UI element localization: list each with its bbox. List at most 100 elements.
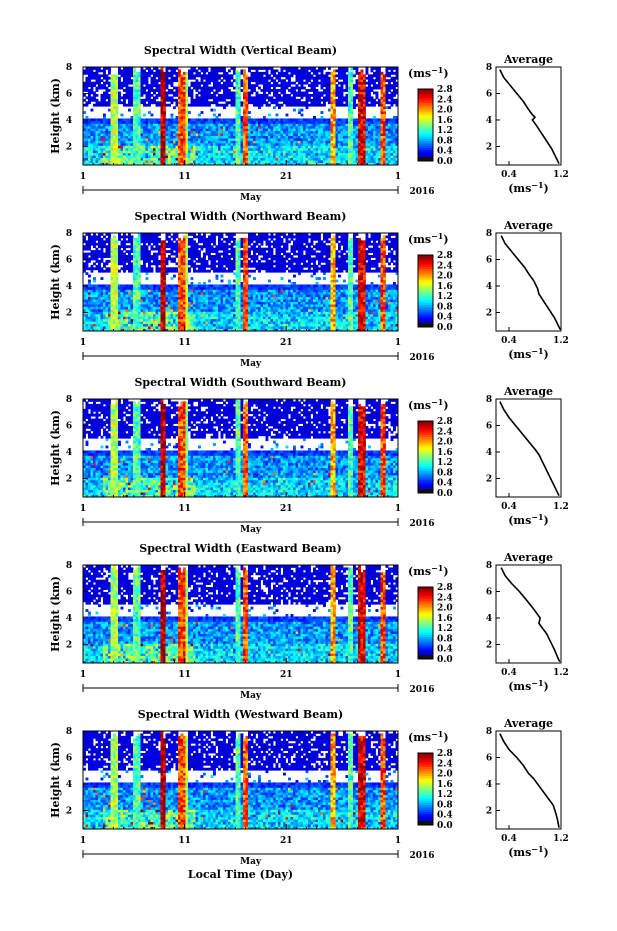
panel-title: Spectral Width (Eastward Beam) xyxy=(139,542,341,555)
colorbar-segment xyxy=(418,466,433,469)
x-tick-label: 11 xyxy=(178,338,191,348)
colorbar-segment xyxy=(418,593,433,597)
unit-base: (ms xyxy=(408,565,431,578)
profile-y-tick-label: 2 xyxy=(486,640,492,650)
colorbar-tick-label: 1.2 xyxy=(437,292,453,302)
colorbar-segment xyxy=(418,643,433,646)
colorbar-segment xyxy=(418,293,433,296)
average-profile: Average 2 4 6 8 0.4 1.2 (ms−1) xyxy=(486,53,569,195)
colorbar-segment xyxy=(418,598,433,601)
colorbar-segment xyxy=(418,275,433,278)
profile-y-tick-label: 6 xyxy=(486,587,492,597)
profile-x-tick-label: 0.4 xyxy=(501,668,517,678)
colorbar-segment xyxy=(418,798,433,801)
colorbar: 0.00.40.81.21.62.02.42.8 (ms−1) xyxy=(408,231,453,333)
colorbar-segment xyxy=(418,614,433,617)
profile-title: Average xyxy=(503,385,553,398)
colorbar-frame xyxy=(417,88,434,162)
heatmap-frame xyxy=(82,66,399,166)
colorbar-segment xyxy=(418,436,433,440)
unit-close: ) xyxy=(544,680,549,693)
colorbar-segment xyxy=(418,784,433,788)
colorbar-unit: (ms−1) xyxy=(408,729,449,744)
unit-exponent: −1 xyxy=(531,512,543,522)
y-axis-label: Height (km) xyxy=(49,742,62,818)
colorbar: 0.00.40.81.21.62.02.42.8 (ms−1) xyxy=(408,729,453,831)
colorbar-segment xyxy=(418,309,433,312)
y-tick-label: 6 xyxy=(66,753,72,763)
colorbar-unit: (ms−1) xyxy=(408,563,449,578)
y-axis-label: Height (km) xyxy=(49,78,62,154)
colorbar-tick-label: 2.0 xyxy=(437,272,453,282)
profile-y-tick-label: 4 xyxy=(486,614,492,624)
average-profile-line xyxy=(499,733,560,828)
colorbar-tick-label: 0.0 xyxy=(437,323,453,333)
unit-base: (ms xyxy=(508,680,531,693)
colorbar-segment xyxy=(418,802,433,806)
colorbar-base xyxy=(418,655,433,659)
colorbar-unit: (ms−1) xyxy=(408,231,449,246)
average-profile-line xyxy=(500,567,561,663)
colorbar-segment xyxy=(418,257,433,260)
colorbar-tick-label: 0.4 xyxy=(437,147,453,157)
y-axis-label: Height (km) xyxy=(49,410,62,486)
colorbar-segment xyxy=(418,268,433,272)
colorbar-segment xyxy=(418,300,433,303)
colorbar-segment xyxy=(418,818,433,821)
colorbar-segment xyxy=(418,313,433,317)
colorbar-segment xyxy=(418,791,433,794)
colorbar-tick-label: 2.8 xyxy=(437,85,453,95)
colorbar-segment xyxy=(418,255,433,258)
colorbar-segment xyxy=(418,804,433,808)
unit-exponent: −1 xyxy=(531,346,543,356)
panel-title: Spectral Width (Westward Beam) xyxy=(138,708,343,721)
colorbar-segment xyxy=(418,421,433,424)
colorbar-segment xyxy=(418,786,433,790)
profile-x-tick-label: 0.4 xyxy=(501,502,517,512)
profile-y-tick-label: 8 xyxy=(486,63,492,73)
colorbar-segment xyxy=(418,647,433,651)
profile-y-tick-label: 4 xyxy=(486,448,492,458)
unit-close: ) xyxy=(544,846,549,859)
unit-close: ) xyxy=(443,731,448,744)
colorbar-segment xyxy=(418,477,433,480)
unit-base: (ms xyxy=(408,233,431,246)
heatmap-frame xyxy=(82,398,399,498)
colorbar-segment xyxy=(418,425,433,429)
unit-base: (ms xyxy=(508,514,531,527)
colorbar-segment xyxy=(418,423,433,426)
colorbar-segment xyxy=(418,134,433,137)
profile-y-tick-label: 2 xyxy=(486,474,492,484)
heatmap-cells xyxy=(83,399,398,497)
month-label: May xyxy=(240,359,262,369)
colorbar-segment xyxy=(418,95,433,99)
unit-exponent: −1 xyxy=(531,844,543,854)
y-tick-label: 8 xyxy=(66,395,72,405)
colorbar-tick-label: 0.4 xyxy=(437,645,453,655)
colorbar-tick-label: 0.8 xyxy=(437,136,453,146)
colorbar-segment xyxy=(418,136,433,139)
colorbar-segment xyxy=(418,607,433,610)
profile-frame xyxy=(495,730,562,830)
x-tick-label: 1 xyxy=(395,670,401,680)
colorbar-segment xyxy=(418,591,433,595)
colorbar-segment xyxy=(418,764,433,767)
unit-exponent: −1 xyxy=(431,397,443,407)
colorbar-segment xyxy=(418,811,433,815)
year-label: 2016 xyxy=(409,685,434,695)
colorbar-segment xyxy=(418,782,433,785)
panel-title: Spectral Width (Northward Beam) xyxy=(135,210,347,223)
unit-base: (ms xyxy=(508,348,531,361)
colorbar-tick-label: 1.6 xyxy=(437,282,453,292)
y-tick-label: 2 xyxy=(66,308,72,318)
colorbar-segment xyxy=(418,104,433,108)
heatmap-cells xyxy=(83,731,398,829)
colorbar-segment xyxy=(418,91,433,94)
colorbar-segment xyxy=(418,295,433,299)
colorbar-frame xyxy=(417,586,434,660)
colorbar-segment xyxy=(418,632,433,635)
colorbar-segment xyxy=(418,479,433,483)
colorbar-segment xyxy=(418,587,433,590)
profile-y-tick-label: 2 xyxy=(486,806,492,816)
colorbar-segment xyxy=(418,472,433,476)
